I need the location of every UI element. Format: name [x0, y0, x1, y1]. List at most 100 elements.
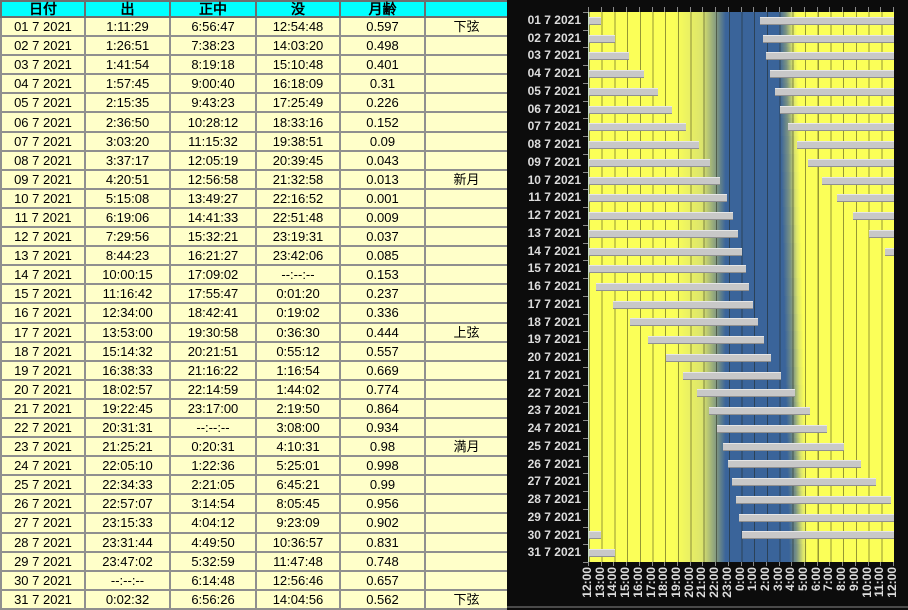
cell-date: 15 7 2021: [0, 283, 86, 305]
cell-transit: 6:56:47: [169, 15, 257, 38]
cell-date: 21 7 2021: [0, 397, 86, 419]
axis-tick: [804, 7, 806, 12]
cell-date: 16 7 2021: [0, 302, 86, 324]
cell-age: 0.557: [339, 340, 426, 362]
table-row: 27 7 2021 23:15:33 4:04:12 9:23:09 0.902: [0, 512, 509, 534]
cell-set: 3:08:00: [255, 416, 341, 439]
cell-age: 0.831: [339, 531, 426, 553]
moon-visibility-bar: [612, 300, 754, 309]
date-axis-label: 28 7 2021: [527, 492, 581, 507]
axis-tick: [816, 562, 818, 566]
date-axis-label: 01 7 2021: [527, 13, 581, 27]
table-row: 10 7 2021 5:15:08 13:49:27 22:16:52 0.001: [0, 187, 509, 209]
axis-tick: [664, 562, 666, 566]
cell-rise: 21:25:21: [84, 436, 171, 458]
axis-tick: [583, 562, 588, 563]
axis-tick: [583, 12, 588, 13]
date-axis-label: 19 7 2021: [527, 332, 581, 347]
moon-visibility-bar: [589, 70, 644, 79]
cell-phase: 満月: [424, 436, 509, 458]
cell-age: 0.902: [339, 512, 426, 534]
cell-transit: 16:21:27: [169, 245, 257, 267]
cell-phase: [424, 531, 509, 553]
moon-visibility-bar: [665, 353, 772, 362]
moon-visibility-bar: [723, 442, 845, 451]
cell-transit: 15:32:21: [169, 226, 257, 248]
date-axis-label: 04 7 2021: [527, 66, 581, 81]
time-axis-label: 16:00: [630, 567, 645, 598]
table-row: 19 7 2021 16:38:33 21:16:22 1:16:54 0.669: [0, 359, 509, 381]
cell-age: 0.657: [339, 569, 426, 591]
moon-visibility-bar: [808, 158, 894, 167]
axis-tick: [583, 100, 588, 102]
cell-rise: 10:00:15: [84, 264, 171, 286]
axis-tick: [893, 7, 894, 12]
cell-phase: [424, 397, 509, 419]
table-row: 23 7 2021 21:25:21 0:20:31 4:10:31 0.98 満月: [0, 436, 509, 458]
cell-date: 04 7 2021: [0, 73, 86, 95]
axis-tick: [740, 562, 742, 566]
cell-rise: 1:57:45: [84, 73, 171, 95]
date-axis-label: 02 7 2021: [527, 30, 581, 45]
axis-tick: [583, 224, 588, 226]
cell-rise: 15:14:32: [84, 340, 171, 362]
cell-transit: 5:32:59: [169, 550, 257, 572]
cell-rise: 8:44:23: [84, 245, 171, 267]
cell-date: 20 7 2021: [0, 378, 86, 400]
cell-set: 23:42:06: [255, 245, 341, 267]
moon-visibility-bar: [770, 70, 894, 79]
cell-age: 0.498: [339, 35, 426, 57]
moon-visibility-bar: [589, 265, 746, 274]
cell-rise: 2:36:50: [84, 111, 171, 133]
cell-set: 0:36:30: [255, 321, 341, 343]
date-axis-label: 25 7 2021: [527, 438, 581, 453]
axis-tick: [753, 562, 755, 566]
chart-row-night-band: [589, 82, 894, 102]
chart-row-night-band: [589, 47, 894, 66]
axis-tick: [791, 562, 793, 566]
axis-tick: [583, 153, 588, 155]
axis-tick: [676, 562, 678, 566]
moon-visibility-bar: [682, 371, 782, 380]
moon-visibility-bar: [589, 247, 742, 256]
date-axis-label: 23 7 2021: [527, 403, 581, 418]
axis-tick: [613, 7, 615, 12]
moon-visibility-bar: [589, 229, 738, 238]
moon-visibility-bar: [766, 52, 894, 61]
cell-transit: 9:43:23: [169, 92, 257, 114]
cell-age: 0.934: [339, 416, 426, 439]
table-row: 28 7 2021 23:31:44 4:49:50 10:36:57 0.831: [0, 531, 509, 553]
axis-tick: [583, 437, 588, 439]
cell-set: 15:10:48: [255, 54, 341, 76]
axis-tick: [583, 242, 588, 244]
moon-visibility-bar: [589, 141, 700, 150]
table-row: 15 7 2021 11:16:42 17:55:47 0:01:20 0.237: [0, 283, 509, 305]
cell-transit: 12:05:19: [169, 149, 257, 171]
cell-transit: 21:16:22: [169, 359, 257, 381]
cell-date: 27 7 2021: [0, 512, 86, 534]
axis-tick: [893, 562, 894, 566]
table-row: 29 7 2021 23:47:02 5:32:59 11:47:48 0.748: [0, 550, 509, 572]
chart-row-night-band: [589, 544, 894, 562]
column-header: 日付: [0, 0, 86, 18]
moon-visibility-bar: [774, 87, 894, 96]
cell-set: 18:33:16: [255, 111, 341, 133]
cell-phase: [424, 474, 509, 496]
moon-visibility-bar: [589, 176, 720, 185]
axis-tick: [867, 7, 869, 12]
cell-transit: 17:55:47: [169, 283, 257, 305]
date-axis-label: 18 7 2021: [527, 314, 581, 329]
cell-date: 23 7 2021: [0, 436, 86, 458]
axis-tick: [626, 7, 628, 12]
axis-tick: [588, 562, 589, 566]
cell-date: 08 7 2021: [0, 149, 86, 171]
date-axis-label: 08 7 2021: [527, 137, 581, 152]
cell-set: --:--:--: [255, 264, 341, 286]
cell-age: 0.037: [339, 226, 426, 248]
moon-visibility-bar: [868, 229, 894, 238]
axis-tick: [842, 562, 844, 566]
table-row: 21 7 2021 19:22:45 23:17:00 2:19:50 0.864: [0, 397, 509, 419]
table-row: 12 7 2021 7:29:56 15:32:21 23:19:31 0.037: [0, 226, 509, 248]
moon-visibility-bar: [796, 141, 894, 150]
cell-age: 0.98: [339, 436, 426, 458]
